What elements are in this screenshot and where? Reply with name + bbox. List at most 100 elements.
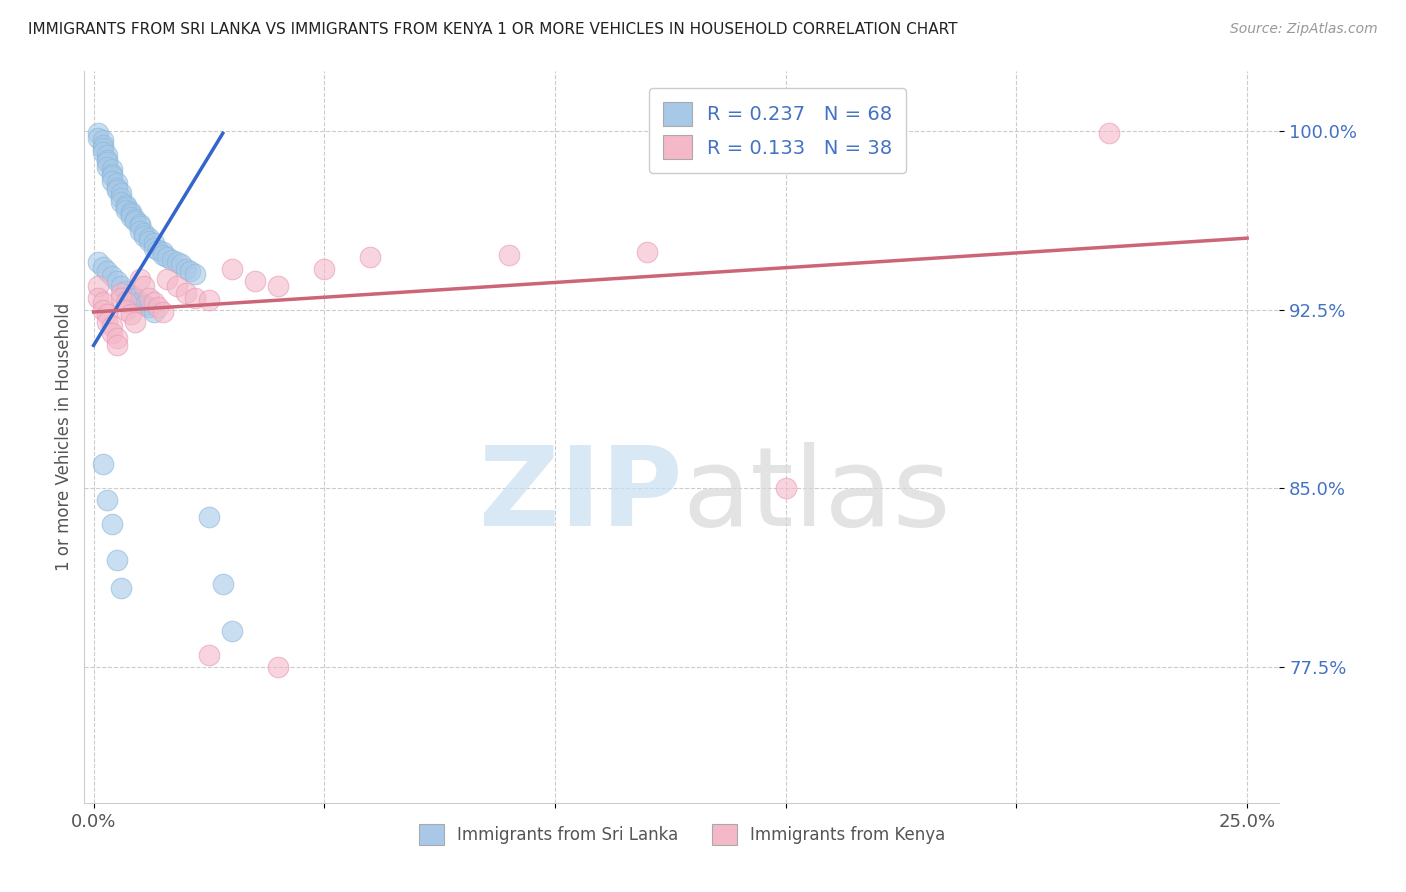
Point (110, 582, 132, 596)
Point (101, 162, 124, 177)
Point (124, 291, 146, 305)
Point (156, 250, 179, 264)
Point (105, 184, 128, 198)
Point (134, 227, 156, 241)
Point (91, 133, 114, 147)
Point (105, 181, 128, 195)
Point (198, 293, 221, 307)
Point (110, 291, 132, 305)
Point (148, 243, 170, 257)
Text: IMMIGRANTS FROM SRI LANKA VS IMMIGRANTS FROM KENYA 1 OR MORE VEHICLES IN HOUSEHO: IMMIGRANTS FROM SRI LANKA VS IMMIGRANTS … (28, 22, 957, 37)
Point (91, 138, 114, 153)
Point (179, 264, 201, 278)
Text: atlas: atlas (682, 442, 950, 549)
Point (120, 288, 142, 302)
Point (96, 154, 118, 169)
Point (160, 252, 183, 267)
Point (166, 278, 188, 293)
Point (138, 234, 160, 248)
Point (96, 153, 118, 167)
Point (87, 291, 110, 305)
Point (110, 285, 132, 300)
Point (115, 284, 138, 298)
Point (128, 271, 150, 285)
Text: Source: ZipAtlas.com: Source: ZipAtlas.com (1230, 22, 1378, 37)
Point (96, 160, 118, 174)
Point (101, 169, 124, 184)
Point (91, 458, 114, 472)
Y-axis label: 1 or more Vehicles in Household: 1 or more Vehicles in Household (55, 303, 73, 571)
Point (267, 278, 290, 293)
Point (221, 624, 243, 639)
Text: ZIP: ZIP (478, 442, 682, 549)
Point (152, 305, 174, 319)
Point (134, 278, 156, 293)
Point (91, 302, 114, 317)
Point (211, 576, 233, 591)
Point (314, 262, 336, 277)
Point (87, 126, 110, 140)
Point (120, 210, 142, 224)
Point (134, 298, 156, 312)
Point (128, 217, 150, 231)
Point (91, 140, 114, 154)
Point (110, 186, 132, 200)
Point (87, 278, 110, 293)
Point (156, 271, 179, 285)
Point (120, 205, 142, 219)
Point (115, 295, 138, 310)
Point (110, 195, 132, 210)
Point (96, 493, 118, 508)
Point (128, 224, 150, 238)
Point (359, 250, 381, 264)
Point (96, 314, 118, 328)
Point (1098, 126, 1121, 140)
Point (138, 300, 160, 314)
Point (101, 167, 124, 181)
Point (91, 260, 114, 274)
Point (87, 255, 110, 269)
Point (267, 660, 290, 674)
Point (152, 245, 174, 260)
Point (101, 269, 124, 284)
Point (198, 648, 221, 662)
Point (110, 278, 132, 293)
Point (198, 509, 221, 524)
Point (128, 295, 150, 310)
Point (101, 516, 124, 531)
Point (138, 231, 160, 245)
Point (184, 291, 207, 305)
Point (498, 248, 520, 262)
Point (124, 212, 146, 227)
Point (105, 553, 128, 567)
Point (128, 219, 150, 234)
Point (152, 248, 174, 262)
Point (115, 198, 138, 212)
Point (115, 200, 138, 214)
Point (775, 481, 797, 495)
Point (101, 319, 124, 334)
Point (221, 262, 243, 277)
Point (91, 145, 114, 160)
Point (96, 307, 118, 321)
Point (170, 257, 193, 271)
Point (115, 302, 138, 317)
Point (138, 291, 160, 305)
Point (120, 307, 142, 321)
Point (174, 262, 197, 277)
Point (142, 235, 165, 250)
Point (105, 338, 128, 352)
Point (142, 305, 165, 319)
Point (105, 274, 128, 288)
Point (184, 267, 207, 281)
Point (105, 177, 128, 191)
Point (120, 207, 142, 221)
Point (142, 241, 165, 255)
Point (148, 300, 170, 314)
Point (243, 274, 266, 288)
Point (142, 295, 165, 310)
Point (134, 228, 156, 243)
Point (105, 331, 128, 345)
Point (115, 202, 138, 217)
Point (124, 314, 146, 328)
